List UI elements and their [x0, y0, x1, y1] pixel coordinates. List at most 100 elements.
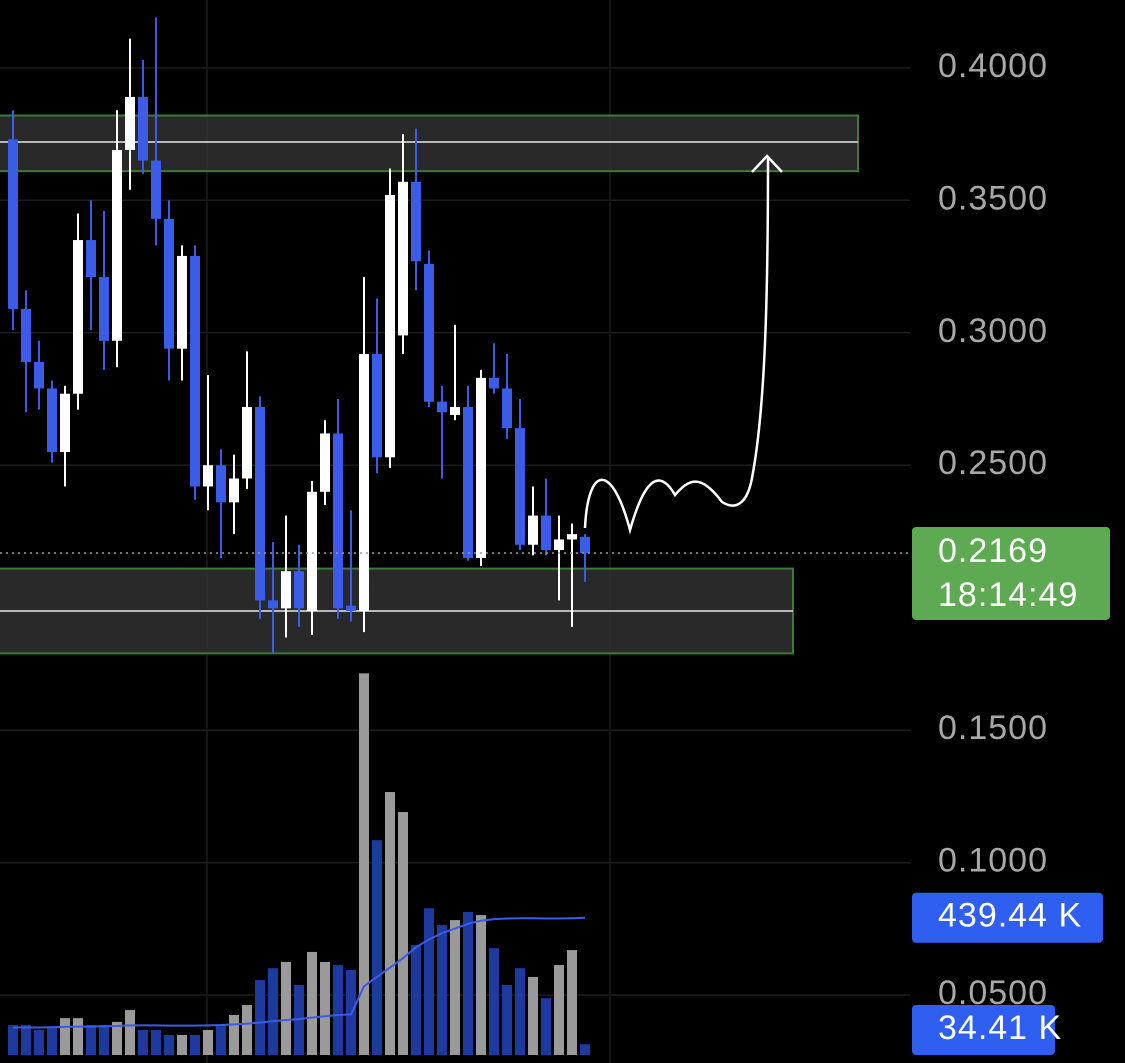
volume-bar	[47, 1028, 57, 1055]
candle-body	[203, 465, 213, 487]
candle-body	[554, 539, 564, 551]
volume-bar	[21, 1025, 31, 1055]
volume-bar	[372, 840, 382, 1055]
candle-body	[8, 139, 18, 309]
volume-bar	[307, 951, 317, 1055]
volume-bar	[190, 1035, 200, 1055]
candle-body	[86, 240, 96, 278]
volume-bar	[164, 1035, 174, 1055]
candle-body	[99, 277, 109, 341]
volume-bar	[60, 1018, 70, 1055]
candle-body	[528, 515, 538, 545]
volume-bar	[281, 961, 291, 1055]
price-badge-countdown: 18:14:49	[938, 576, 1078, 614]
candle-body	[476, 377, 486, 558]
candle-body	[320, 433, 330, 492]
candle-body	[255, 406, 265, 601]
y-tick-label: 0.4000	[938, 47, 1048, 85]
candle-body	[21, 308, 31, 362]
volume-bar	[151, 1030, 161, 1055]
candle-body	[502, 388, 512, 429]
candle-body	[489, 377, 499, 389]
volume-bar	[476, 915, 486, 1055]
candle-body	[34, 361, 44, 389]
candle-body	[359, 353, 369, 611]
volume-bar	[86, 1025, 96, 1055]
candle-body	[515, 428, 525, 545]
candle-body	[541, 515, 551, 551]
volume-badge	[912, 892, 1103, 943]
volume-bar	[203, 1030, 213, 1055]
volume-bar	[450, 920, 460, 1055]
volume-bar	[567, 950, 577, 1055]
y-tick-label: 0.3000	[938, 312, 1048, 350]
candle-body	[242, 406, 252, 479]
candle-body	[216, 465, 226, 503]
candle-body	[567, 534, 577, 540]
arrow-head	[751, 154, 783, 173]
candle-body	[60, 393, 70, 453]
volume-bar	[554, 965, 564, 1055]
price-badge-value: 0.2169	[938, 532, 1048, 570]
volume-bar	[528, 976, 538, 1055]
volume-bar	[398, 812, 408, 1055]
candle-body	[125, 96, 135, 150]
volume-bar	[424, 908, 434, 1055]
volume-bar	[320, 961, 330, 1055]
y-tick-label: 0.3500	[938, 179, 1048, 217]
volume-badge-label: 34.41 K	[938, 1009, 1062, 1047]
candle-body	[281, 571, 291, 609]
candle-body	[164, 218, 174, 349]
candle-body	[268, 600, 278, 609]
volume-bar	[359, 673, 369, 1055]
candle-body	[307, 491, 317, 611]
volume-bar	[8, 1025, 18, 1055]
candle-body	[580, 536, 590, 553]
volume-badge	[912, 1005, 1055, 1055]
candle-body	[177, 255, 187, 349]
candle-body	[333, 433, 343, 609]
volume-ma	[13, 916, 586, 1029]
volume-bar	[333, 965, 343, 1055]
volume-bar	[437, 925, 447, 1055]
candle-body	[112, 149, 122, 341]
candle-body	[411, 181, 421, 262]
candle-body	[437, 401, 447, 413]
candle-body	[190, 255, 200, 487]
candle-body	[450, 406, 460, 415]
y-tick-label: 0.1000	[938, 842, 1048, 880]
candle-body	[294, 571, 304, 609]
volume-bar	[515, 968, 525, 1055]
volume-bar	[463, 911, 473, 1055]
volume-bar	[125, 1010, 135, 1055]
volume-bar	[229, 1015, 239, 1055]
volume-bar	[255, 980, 265, 1055]
candle-body	[372, 353, 382, 458]
candle-body	[47, 388, 57, 453]
candle-body	[73, 240, 83, 394]
volume-bar	[99, 1025, 109, 1055]
volume-bar	[138, 1030, 148, 1055]
volume-bar	[385, 792, 395, 1055]
candle-body	[463, 406, 473, 558]
volume-bar	[580, 1044, 590, 1055]
drawn-arrow	[583, 157, 770, 535]
volume-bar	[112, 1021, 122, 1055]
candle-body	[229, 478, 239, 503]
volume-bar	[502, 985, 512, 1055]
plot: 0.40000.35000.30000.25000.15000.10000.05…	[0, 17, 1110, 1055]
candle-body	[151, 160, 161, 219]
volume-bar	[216, 1025, 226, 1055]
volume-bar	[268, 968, 278, 1055]
volume-bar	[177, 1035, 187, 1055]
candle-body	[138, 96, 148, 161]
price-badge	[912, 526, 1110, 620]
volume-bar	[73, 1018, 83, 1055]
candle-body	[346, 605, 356, 611]
candle-body	[424, 263, 434, 402]
volume-bar	[411, 945, 421, 1055]
y-tick-label: 0.1500	[938, 709, 1048, 747]
volume-bar	[242, 1005, 252, 1055]
candle-body	[398, 181, 408, 336]
